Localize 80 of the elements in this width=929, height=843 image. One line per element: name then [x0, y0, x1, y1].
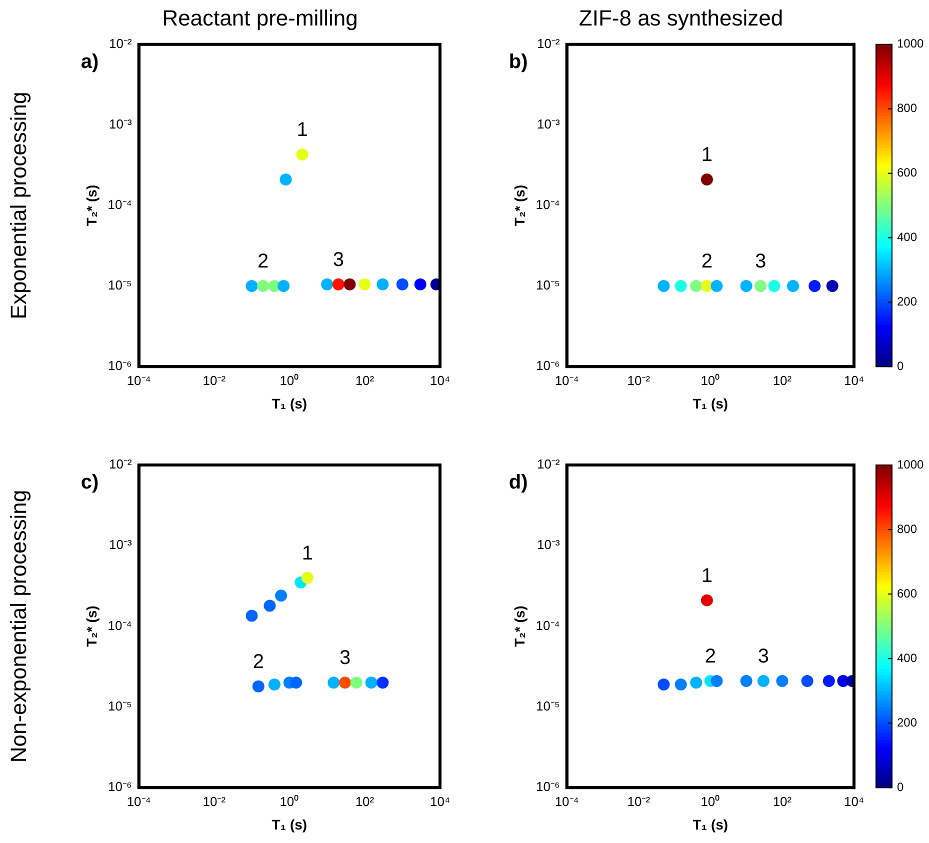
annotation: 2 — [252, 650, 264, 673]
x-axis-title: T₁ (s) — [692, 395, 728, 412]
annotation: 1 — [701, 564, 713, 587]
annotation: 3 — [755, 250, 766, 273]
y-tick-label: 10⁻⁶ — [108, 358, 132, 374]
y-tick-label: 10⁻⁶ — [108, 779, 132, 794]
color-bar-label: 200 — [897, 715, 918, 730]
color-bar-label: 600 — [897, 586, 918, 600]
annotation: 2 — [701, 250, 713, 273]
y-axis-title: T₂* (s) — [83, 606, 100, 647]
x-tick-label: 10⁰ — [700, 794, 720, 809]
x-tick-label: 10⁻² — [627, 794, 651, 809]
x-tick-label: 10⁴ — [844, 372, 864, 388]
y-tick-label: 10⁻⁶ — [536, 358, 560, 374]
y-tick-label: 10⁻⁵ — [108, 698, 132, 714]
y-tick-label: 10⁻⁵ — [108, 278, 132, 293]
color-bar-label: 1000 — [897, 36, 924, 51]
x-tick-label: 10⁻⁴ — [554, 794, 579, 809]
y-tick-label: 10⁻² — [537, 456, 561, 472]
y-tick-label: 10⁻⁴ — [536, 618, 560, 633]
color-bar-label: 400 — [897, 650, 918, 665]
text: a) — [80, 50, 99, 73]
x-axis-title: T₁ (s) — [692, 816, 728, 832]
annotation: 1 — [302, 542, 313, 564]
y-tick-label: 10⁻³ — [109, 537, 133, 552]
x-tick-label: 10⁻² — [202, 372, 226, 388]
annotation: 3 — [339, 647, 351, 670]
color-bar-label: 400 — [897, 230, 918, 244]
x-tick-label: 10² — [355, 794, 375, 809]
x-tick-label: 10⁴ — [430, 372, 450, 388]
x-tick-label: 10⁰ — [700, 372, 720, 388]
annotation: 3 — [332, 248, 344, 271]
color-bar-label: 0 — [897, 780, 904, 794]
annotation: 1 — [701, 144, 713, 166]
x-tick-label: 10⁴ — [430, 794, 450, 809]
x-tick-label: 10⁻⁴ — [554, 372, 579, 388]
y-axis-title: T₂* (s) — [83, 184, 100, 226]
chart-title: ZIF-8 as synthesized — [578, 5, 784, 30]
color-bar-label: 200 — [897, 294, 918, 308]
x-tick-label: 10⁴ — [844, 794, 864, 809]
y-tick-label: 10⁻² — [537, 36, 561, 51]
color-bar-label: 800 — [897, 101, 918, 116]
y-tick-label: 10⁻⁴ — [108, 197, 132, 212]
y-axis-title: T₂* (s) — [511, 184, 528, 226]
y-tick-label: 10⁻² — [109, 36, 133, 51]
annotation: 1 — [296, 118, 308, 141]
text: Exponential processing — [6, 92, 32, 320]
y-tick-label: 10⁻⁴ — [108, 618, 132, 633]
color-bar-label: 1000 — [897, 457, 924, 472]
y-tick-label: 10⁻³ — [109, 116, 133, 132]
text: c) — [80, 472, 99, 494]
x-tick-label: 10⁻⁴ — [126, 794, 151, 809]
annotation: 2 — [704, 645, 716, 668]
color-bar-label: 0 — [897, 358, 904, 373]
y-tick-label: 10⁻⁶ — [536, 779, 560, 794]
x-tick-label: 10⁻² — [627, 372, 651, 388]
x-tick-label: 10² — [772, 372, 792, 388]
text: d) — [508, 472, 528, 494]
x-tick-label: 10⁻² — [202, 794, 226, 809]
x-tick-label: 10⁻⁴ — [126, 372, 151, 388]
x-axis-title: T₁ (s) — [272, 395, 308, 412]
y-tick-label: 10⁻⁵ — [536, 698, 560, 714]
x-tick-label: 10⁰ — [280, 372, 300, 388]
y-tick-label: 10⁻⁵ — [536, 278, 560, 293]
color-bar-label: 800 — [897, 522, 918, 536]
text: b) — [508, 50, 528, 73]
annotation: 2 — [258, 250, 269, 273]
y-tick-label: 10⁻³ — [537, 537, 561, 552]
y-axis-title: T₂* (s) — [511, 606, 528, 647]
text: Non-exponential processing — [6, 490, 32, 763]
annotation: 3 — [758, 645, 770, 668]
color-bar-label: 600 — [897, 166, 918, 180]
y-tick-label: 10⁻² — [109, 456, 133, 472]
x-tick-label: 10² — [355, 372, 375, 388]
x-tick-label: 10² — [772, 794, 792, 809]
x-tick-label: 10⁰ — [280, 794, 300, 809]
chart-title: Reactant pre-milling — [162, 5, 358, 30]
y-tick-label: 10⁻³ — [537, 116, 561, 132]
y-tick-label: 10⁻⁴ — [536, 197, 560, 212]
x-axis-title: T₁ (s) — [272, 816, 308, 832]
